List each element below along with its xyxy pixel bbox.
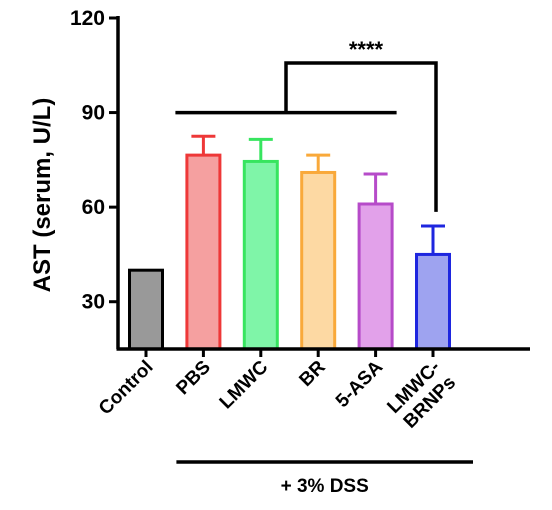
bar-pbs: [185, 153, 222, 351]
group-label: + 3% DSS: [281, 476, 369, 497]
significance-bracket: [284, 61, 438, 212]
bar-5-asa: [357, 202, 394, 351]
y-tick-label: 30: [82, 291, 105, 314]
y-axis-label: AST (serum, U/L): [29, 98, 56, 293]
x-tick-label: Control: [95, 357, 158, 420]
x-tick-label: LMWC: [216, 356, 273, 413]
x-tick-label: 5-ASA: [332, 356, 387, 411]
x-tick-label: PBS: [172, 357, 214, 399]
annotations: + 3% DSS ****: [175, 37, 473, 497]
bar-lmwc: [242, 159, 279, 351]
x-tick-label: BR: [295, 356, 329, 390]
y-tick-label: 90: [82, 102, 105, 125]
y-tick-label: 60: [82, 196, 105, 219]
bar-br: [300, 170, 337, 351]
bar-control: [128, 268, 164, 351]
y-axis: 30 60 90 120: [70, 7, 120, 349]
y-tick-label: 120: [70, 7, 105, 30]
bar-lmwc-brnps: [415, 252, 451, 351]
bars: [128, 134, 451, 351]
significance-label: ****: [349, 37, 384, 62]
x-tick-label: LMWC-BRNPs: [383, 357, 460, 434]
